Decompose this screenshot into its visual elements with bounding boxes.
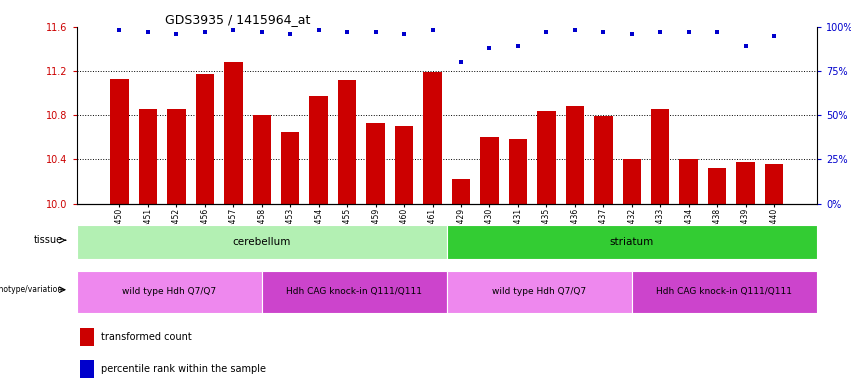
- Text: percentile rank within the sample: percentile rank within the sample: [101, 364, 266, 374]
- Bar: [367, 123, 385, 204]
- Bar: [80, 360, 94, 378]
- Text: GDS3935 / 1415964_at: GDS3935 / 1415964_at: [165, 13, 311, 26]
- Point: [483, 45, 496, 51]
- Bar: [77, 271, 262, 313]
- Bar: [736, 162, 755, 204]
- Point: [255, 29, 269, 35]
- Bar: [395, 126, 414, 204]
- Bar: [452, 179, 471, 204]
- Bar: [196, 74, 214, 204]
- Bar: [281, 132, 300, 204]
- Point: [768, 33, 781, 39]
- Text: wild type Hdh Q7/Q7: wild type Hdh Q7/Q7: [122, 287, 216, 296]
- Point: [169, 31, 183, 37]
- Text: genotype/variation: genotype/variation: [0, 285, 63, 294]
- Point: [454, 59, 468, 65]
- Point: [368, 29, 382, 35]
- Point: [340, 29, 354, 35]
- Bar: [447, 271, 631, 313]
- Point: [625, 31, 638, 37]
- Bar: [623, 159, 641, 204]
- Bar: [708, 168, 727, 204]
- Point: [654, 29, 667, 35]
- Point: [397, 31, 411, 37]
- Bar: [594, 116, 613, 204]
- Text: Hdh CAG knock-in Q111/Q111: Hdh CAG knock-in Q111/Q111: [656, 287, 792, 296]
- Text: striatum: striatum: [610, 237, 654, 247]
- Bar: [167, 109, 186, 204]
- Bar: [566, 106, 584, 204]
- Bar: [480, 137, 499, 204]
- Bar: [77, 225, 447, 259]
- Point: [426, 27, 439, 33]
- Bar: [224, 62, 243, 204]
- Text: wild type Hdh Q7/Q7: wild type Hdh Q7/Q7: [492, 287, 586, 296]
- Text: transformed count: transformed count: [101, 332, 191, 342]
- Text: Hdh CAG knock-in Q111/Q111: Hdh CAG knock-in Q111/Q111: [286, 287, 422, 296]
- Bar: [253, 115, 271, 204]
- Point: [540, 29, 553, 35]
- Point: [682, 29, 695, 35]
- Point: [283, 31, 297, 37]
- Text: tissue: tissue: [34, 235, 63, 245]
- Bar: [765, 164, 783, 204]
- Bar: [338, 80, 357, 204]
- Bar: [111, 79, 129, 204]
- Point: [226, 27, 240, 33]
- Bar: [651, 109, 670, 204]
- Bar: [139, 109, 157, 204]
- Bar: [423, 72, 442, 204]
- Point: [511, 43, 525, 50]
- Point: [597, 29, 610, 35]
- Point: [112, 27, 126, 33]
- Point: [312, 27, 326, 33]
- Bar: [310, 96, 328, 204]
- Bar: [631, 271, 817, 313]
- Bar: [262, 271, 447, 313]
- Point: [141, 29, 155, 35]
- Bar: [80, 328, 94, 346]
- Point: [711, 29, 724, 35]
- Bar: [679, 159, 698, 204]
- Text: cerebellum: cerebellum: [232, 237, 291, 247]
- Bar: [447, 225, 817, 259]
- Point: [568, 27, 581, 33]
- Point: [739, 43, 752, 50]
- Bar: [537, 111, 556, 204]
- Bar: [509, 139, 527, 204]
- Point: [198, 29, 212, 35]
